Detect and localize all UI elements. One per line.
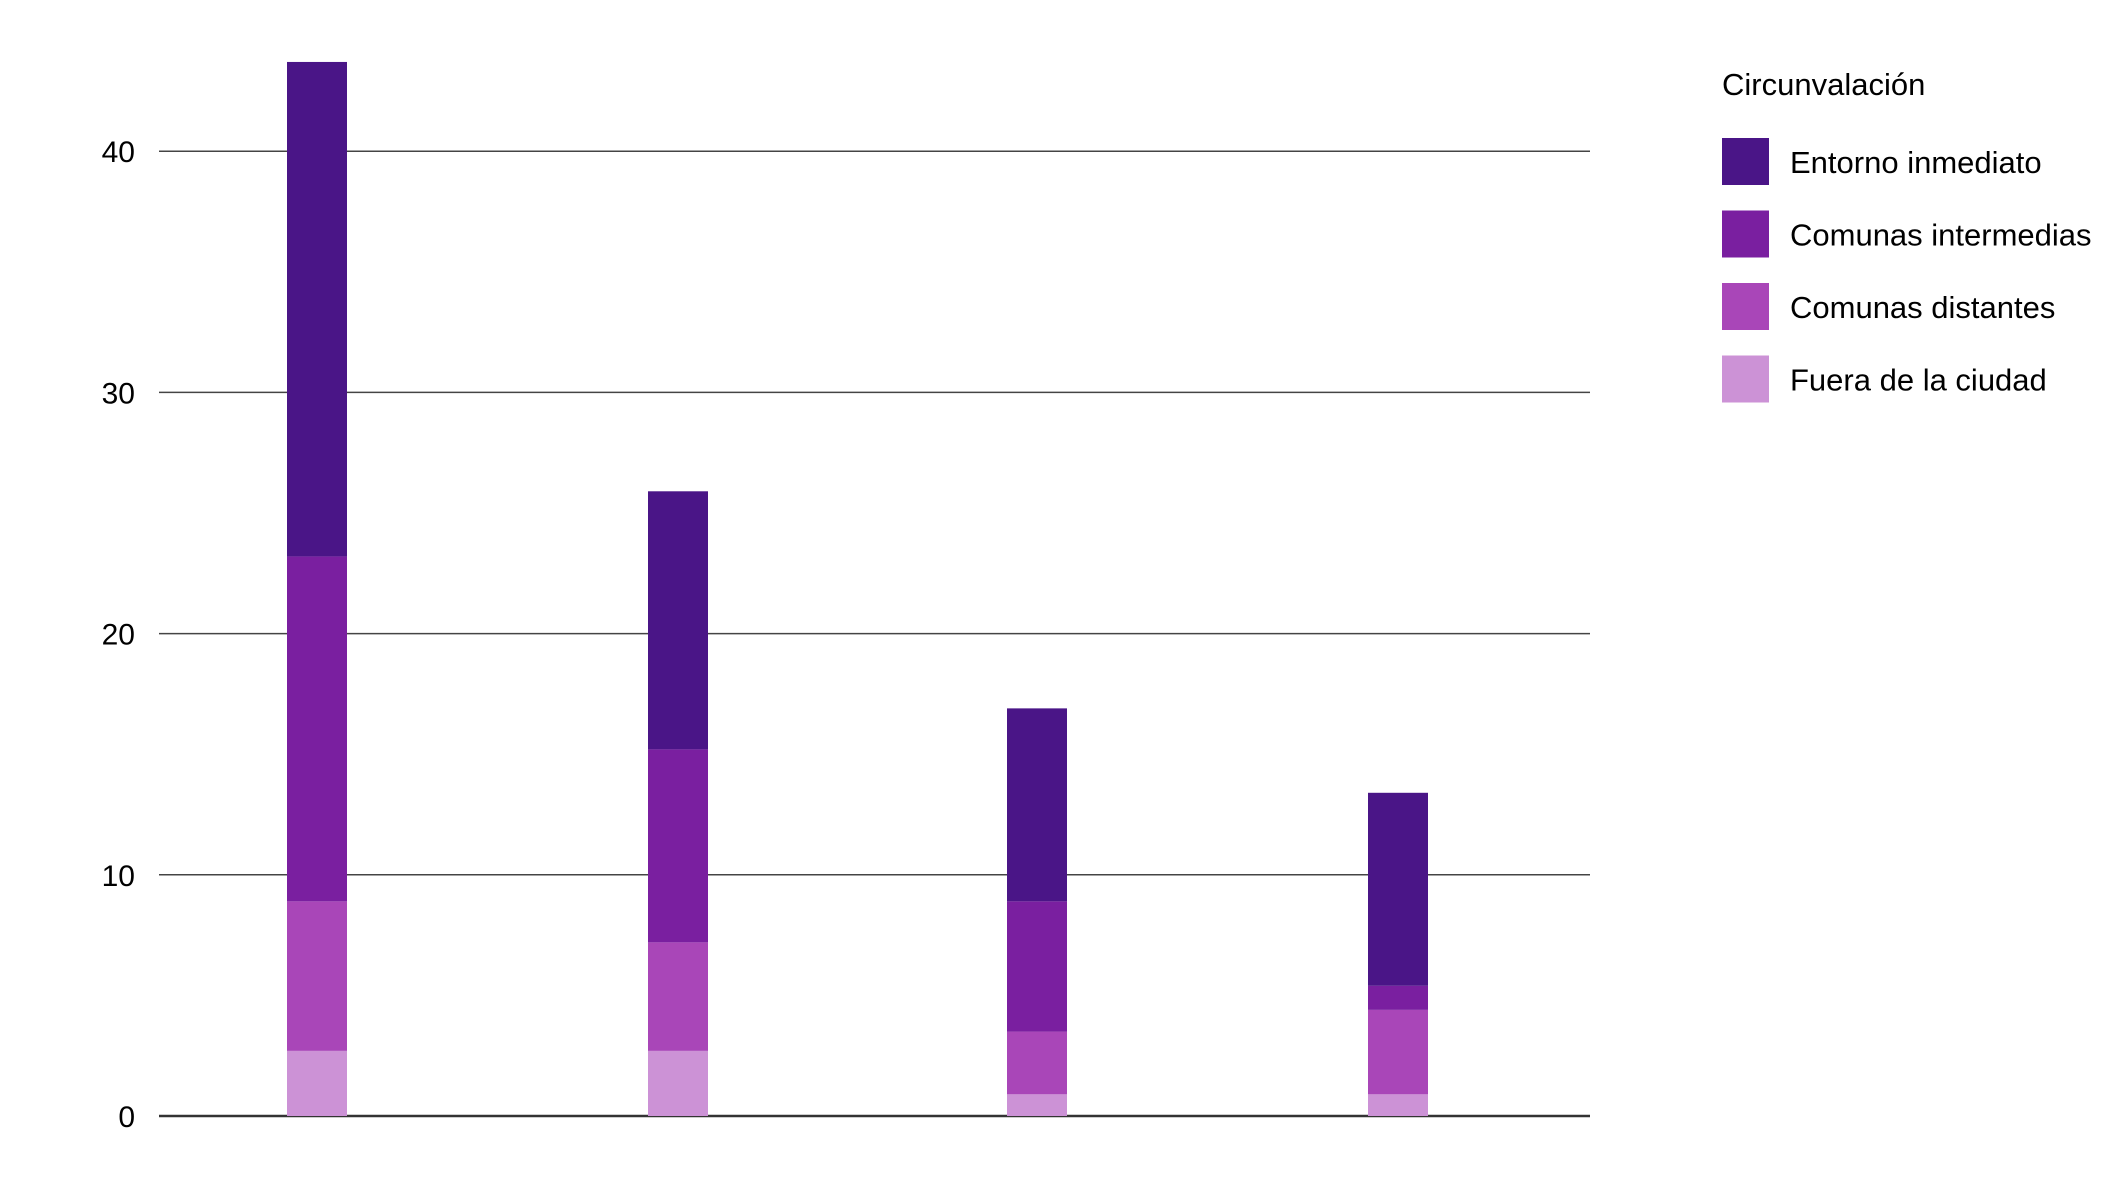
legend-swatch [1722,210,1769,258]
legend-label: Fuera de la ciudad [1790,363,2047,398]
legend-label: Comunas intermedias [1790,218,2092,253]
bar-segment [1368,1094,1428,1116]
bar-segment [1007,1094,1067,1116]
gridlines [159,150,1590,1118]
bar-segment [287,1050,347,1116]
legend-swatch [1722,283,1769,330]
legend-swatch [1722,138,1769,185]
bar-segment [1007,708,1067,902]
y-tick-label: 40 [102,136,135,169]
bar-segment [1007,901,1067,1032]
bar-segment [1007,1031,1067,1095]
bar-segment [1368,1009,1428,1095]
legend-swatch [1722,355,1769,403]
bar-segment [648,749,708,943]
legend-label: Entorno inmediato [1790,145,2042,180]
bar-segment [1368,792,1428,986]
bar-segment [287,901,347,1051]
bar-segment [1368,985,1428,1010]
bar-segment [287,556,347,902]
legend: Circunvalación Entorno inmediato Comunas … [1722,67,2092,403]
bar-segment [648,1050,708,1116]
y-tick-label: 20 [102,619,135,652]
y-tick-label: 10 [102,860,135,893]
legend-label: Comunas distantes [1790,290,2055,325]
bar-segment [648,491,708,750]
bar-segment [287,61,347,557]
bars [287,61,1428,1116]
legend-title: Circunvalación [1722,67,1925,102]
y-tick-label: 30 [102,377,135,410]
bar-segment [648,942,708,1051]
y-tick-label: 0 [118,1101,135,1134]
y-axis-ticks: 0 10 20 30 40 [102,136,135,1134]
